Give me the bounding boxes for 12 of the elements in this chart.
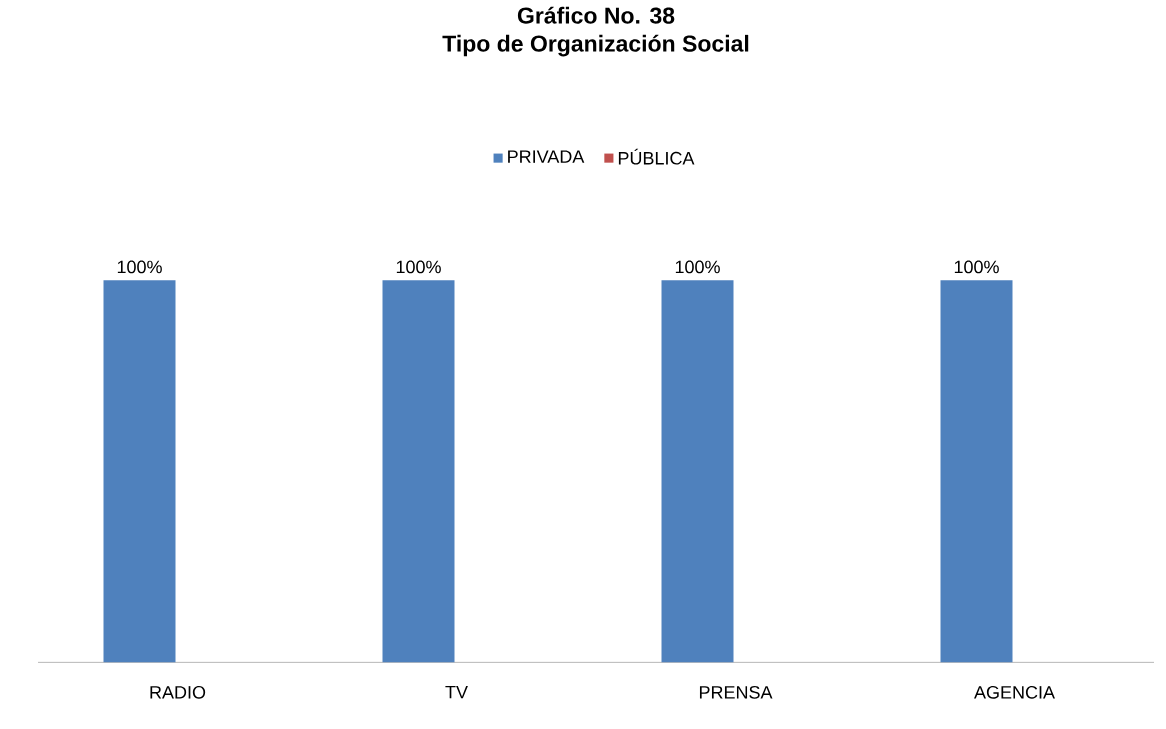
x-tick-label: RADIO xyxy=(150,685,206,699)
data-label: 100% xyxy=(396,260,441,274)
data-label: 100% xyxy=(675,260,720,274)
chart-title: Gráfico No. 38 xyxy=(517,6,675,24)
data-label: 100% xyxy=(954,260,999,274)
legend-label: PRIVADA xyxy=(508,150,585,163)
legend-label: PÚBLICA xyxy=(618,148,695,165)
chart-subtitle: Tipo de Organización Social xyxy=(442,34,749,57)
x-tick-label: TV xyxy=(445,685,468,699)
data-label: 100% xyxy=(117,260,162,274)
x-tick-label: PRENSA xyxy=(699,685,773,699)
x-tick-label: AGENCIA xyxy=(974,685,1055,699)
